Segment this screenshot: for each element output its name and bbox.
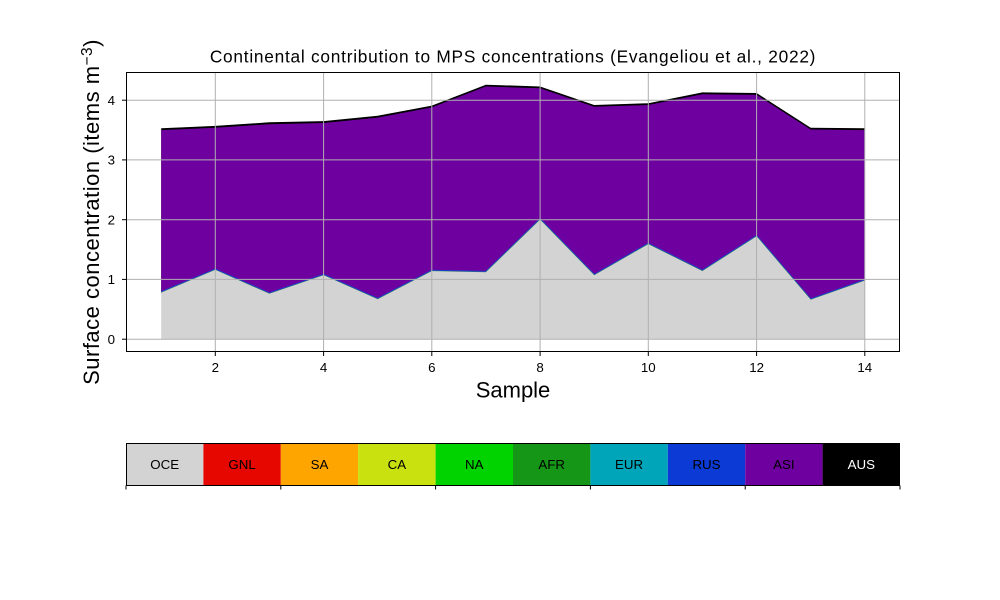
svg-text:2: 2 bbox=[212, 360, 219, 375]
svg-text:14: 14 bbox=[857, 360, 872, 375]
svg-text:AFR: AFR bbox=[538, 457, 565, 472]
svg-text:Continental contribution to MP: Continental contribution to MPS concentr… bbox=[210, 47, 816, 67]
svg-text:10: 10 bbox=[641, 360, 656, 375]
svg-text:8: 8 bbox=[536, 360, 543, 375]
svg-text:ASI: ASI bbox=[773, 457, 794, 472]
svg-text:0: 0 bbox=[108, 332, 115, 347]
svg-text:4: 4 bbox=[108, 93, 115, 108]
svg-text:1: 1 bbox=[108, 272, 115, 287]
svg-text:3: 3 bbox=[108, 153, 115, 168]
svg-text:NA: NA bbox=[465, 457, 484, 472]
svg-text:SA: SA bbox=[311, 457, 329, 472]
svg-text:Sample: Sample bbox=[476, 378, 551, 403]
svg-text:CA: CA bbox=[388, 457, 407, 472]
svg-text:6: 6 bbox=[428, 360, 435, 375]
svg-text:2: 2 bbox=[108, 212, 115, 227]
svg-text:GNL: GNL bbox=[228, 457, 255, 472]
svg-text:EUR: EUR bbox=[615, 457, 643, 472]
svg-text:RUS: RUS bbox=[692, 457, 720, 472]
svg-text:Surface concentration (items m: Surface concentration (items m−3) bbox=[79, 39, 104, 385]
svg-text:OCE: OCE bbox=[150, 457, 179, 472]
svg-text:12: 12 bbox=[749, 360, 764, 375]
svg-text:4: 4 bbox=[320, 360, 327, 375]
svg-text:AUS: AUS bbox=[848, 457, 875, 472]
